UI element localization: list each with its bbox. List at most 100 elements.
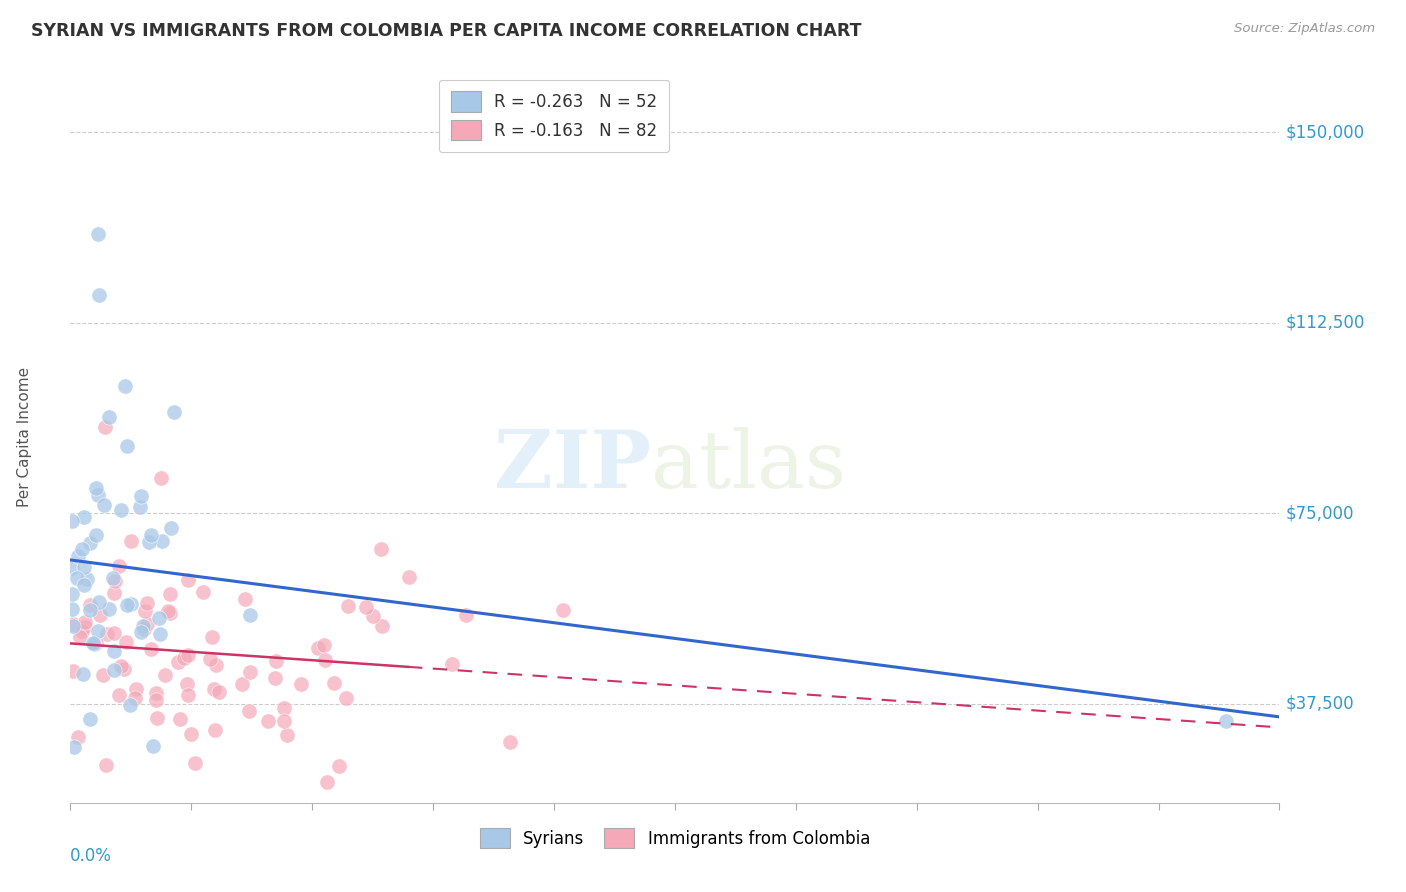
Point xyxy=(86,488,108,502)
Point xyxy=(176,688,198,702)
Point xyxy=(86,481,108,495)
Point xyxy=(108,558,131,573)
Point xyxy=(75,620,97,634)
Point xyxy=(107,688,129,702)
Point xyxy=(264,654,287,668)
Point xyxy=(79,603,101,617)
Point xyxy=(66,571,89,585)
Point xyxy=(87,227,110,241)
Point xyxy=(129,625,152,640)
Point xyxy=(62,616,84,631)
Point xyxy=(146,711,169,725)
Point xyxy=(60,560,83,574)
Point xyxy=(101,570,124,584)
Point xyxy=(103,625,125,640)
Point xyxy=(440,657,463,671)
Point xyxy=(115,599,138,613)
Point xyxy=(176,677,198,691)
Point xyxy=(115,439,138,453)
Point xyxy=(72,559,94,574)
Point xyxy=(72,666,94,681)
Point xyxy=(323,676,346,690)
Text: $150,000: $150,000 xyxy=(1285,123,1365,141)
Point xyxy=(76,572,98,586)
Point xyxy=(145,686,167,700)
Point xyxy=(96,627,118,641)
Point xyxy=(149,471,172,485)
Point xyxy=(204,723,226,737)
Point xyxy=(156,604,179,618)
Point xyxy=(180,726,202,740)
Point xyxy=(129,489,152,503)
Point xyxy=(239,608,262,623)
Text: 0.0%: 0.0% xyxy=(70,847,112,864)
Point xyxy=(316,775,339,789)
Point xyxy=(129,500,152,514)
Point xyxy=(84,636,107,650)
Point xyxy=(93,498,115,512)
Point xyxy=(149,627,172,641)
Point xyxy=(104,574,127,588)
Point xyxy=(173,650,195,665)
Point xyxy=(138,535,160,549)
Point xyxy=(273,714,295,728)
Point xyxy=(91,668,114,682)
Text: Source: ZipAtlas.com: Source: ZipAtlas.com xyxy=(1234,22,1375,36)
Point xyxy=(114,379,136,393)
Point xyxy=(169,712,191,726)
Point xyxy=(97,410,120,425)
Point xyxy=(79,598,101,612)
Point xyxy=(142,739,165,754)
Point xyxy=(72,510,94,524)
Text: Per Capita Income: Per Capita Income xyxy=(17,367,32,508)
Point xyxy=(87,595,110,609)
Point xyxy=(115,635,138,649)
Point xyxy=(62,739,84,754)
Point xyxy=(139,528,162,542)
Point xyxy=(110,503,132,517)
Text: $37,500: $37,500 xyxy=(1285,695,1354,713)
Point xyxy=(83,637,105,651)
Point xyxy=(134,604,156,618)
Point xyxy=(159,606,181,620)
Point xyxy=(371,619,394,633)
Point xyxy=(103,663,125,677)
Point xyxy=(94,420,117,434)
Point xyxy=(120,533,142,548)
Point xyxy=(201,630,224,644)
Point xyxy=(160,521,183,535)
Point xyxy=(177,573,200,587)
Point xyxy=(198,652,221,666)
Point xyxy=(60,602,83,616)
Point xyxy=(70,541,93,556)
Point xyxy=(79,536,101,550)
Point xyxy=(150,533,173,548)
Point xyxy=(134,622,156,636)
Point xyxy=(238,665,260,679)
Point xyxy=(153,668,176,682)
Text: $112,500: $112,500 xyxy=(1285,314,1365,332)
Point xyxy=(328,758,350,772)
Text: ZIP: ZIP xyxy=(494,427,651,506)
Point xyxy=(125,681,148,696)
Text: atlas: atlas xyxy=(651,427,846,506)
Point xyxy=(103,586,125,600)
Point xyxy=(177,648,200,662)
Point xyxy=(66,549,89,563)
Point xyxy=(84,528,107,542)
Point xyxy=(79,712,101,726)
Point xyxy=(162,405,184,419)
Point xyxy=(145,692,167,706)
Legend: Syrians, Immigrants from Colombia: Syrians, Immigrants from Colombia xyxy=(471,820,879,856)
Point xyxy=(361,609,384,624)
Point xyxy=(148,610,170,624)
Point xyxy=(136,616,159,631)
Point xyxy=(276,728,298,742)
Point xyxy=(336,599,359,613)
Point xyxy=(166,655,188,669)
Point xyxy=(60,586,83,600)
Point xyxy=(120,597,142,611)
Point xyxy=(139,642,162,657)
Point xyxy=(73,578,96,592)
Point xyxy=(499,735,522,749)
